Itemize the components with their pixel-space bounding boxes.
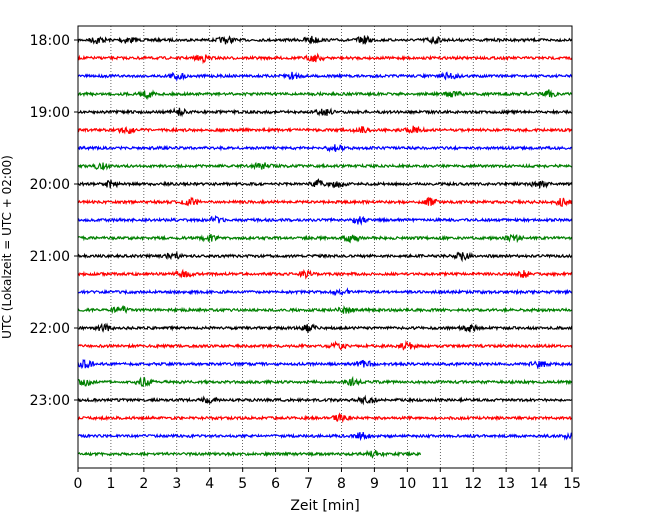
x-tick-label: 12 bbox=[464, 476, 482, 492]
x-tick-label: 15 bbox=[563, 476, 581, 492]
x-tick-label: 9 bbox=[370, 476, 379, 492]
x-tick-label: 0 bbox=[74, 476, 83, 492]
x-tick-label: 8 bbox=[337, 476, 346, 492]
x-tick-label: 3 bbox=[172, 476, 181, 492]
trace-line bbox=[77, 375, 573, 388]
x-tick-label: 6 bbox=[271, 476, 280, 492]
x-axis-ticks: 0 1 2 3 4 5 6 7 8 9 10 11 12 13 14 15 bbox=[74, 468, 581, 492]
trace-line bbox=[77, 71, 573, 82]
y-tick-label: 22:00 bbox=[30, 321, 70, 337]
x-tick-label: 14 bbox=[530, 476, 548, 492]
trace-line bbox=[77, 125, 573, 135]
trace-line bbox=[77, 268, 573, 280]
y-tick-label: 20:00 bbox=[30, 177, 70, 193]
x-tick-label: 1 bbox=[106, 476, 115, 492]
y-axis-label: UTC (Lokalzeit = UTC + 02:00) bbox=[0, 155, 14, 339]
trace-line bbox=[77, 106, 573, 118]
y-tick-label: 21:00 bbox=[30, 249, 70, 265]
trace-line bbox=[77, 161, 573, 171]
trace-line bbox=[77, 322, 573, 334]
y-axis-ticks: 18:00 19:00 20:00 21:00 22:00 23:00 bbox=[30, 33, 78, 409]
trace-line bbox=[77, 339, 573, 351]
x-tick-label: 11 bbox=[431, 476, 449, 492]
trace-line bbox=[77, 178, 573, 189]
plot-frame bbox=[77, 25, 573, 469]
trace-line bbox=[77, 89, 573, 101]
trace-line bbox=[77, 359, 573, 370]
trace-line bbox=[77, 215, 573, 226]
trace-line bbox=[77, 412, 572, 424]
y-tick-label: 18:00 bbox=[30, 33, 70, 49]
x-tick-label: 13 bbox=[497, 476, 515, 492]
x-tick-label: 2 bbox=[139, 476, 148, 492]
trace-line bbox=[77, 287, 573, 297]
trace-line bbox=[77, 52, 573, 65]
x-tick-label: 5 bbox=[238, 476, 247, 492]
x-axis-label: Zeit [min] bbox=[290, 498, 359, 514]
trace-line bbox=[77, 304, 573, 315]
trace-line bbox=[77, 35, 573, 45]
x-tick-label: 7 bbox=[304, 476, 313, 492]
trace-line bbox=[77, 431, 573, 442]
trace-line bbox=[77, 394, 573, 406]
x-tick-label: 10 bbox=[398, 476, 416, 492]
trace-line bbox=[77, 144, 573, 153]
y-tick-label: 19:00 bbox=[30, 105, 70, 121]
trace-line bbox=[77, 233, 573, 244]
trace-line bbox=[77, 449, 422, 459]
trace-line bbox=[77, 196, 573, 208]
y-tick-label: 23:00 bbox=[30, 393, 70, 409]
x-tick-label: 4 bbox=[205, 476, 214, 492]
trace-group bbox=[77, 35, 573, 459]
trace-line bbox=[77, 250, 573, 263]
